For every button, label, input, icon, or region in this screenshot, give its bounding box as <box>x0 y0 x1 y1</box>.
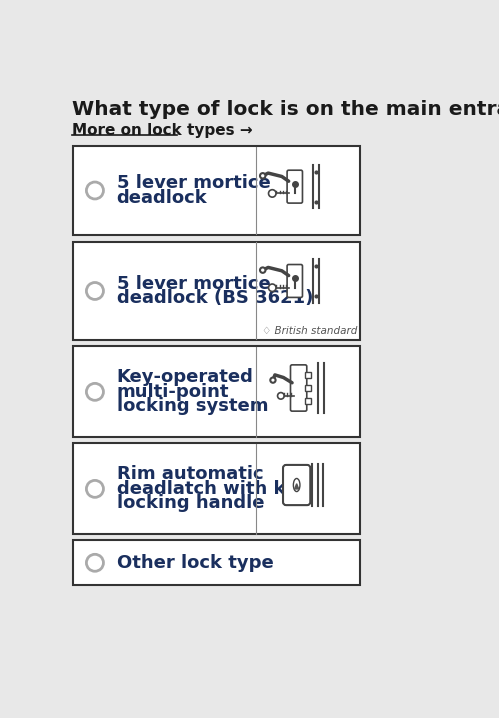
Text: Other lock type: Other lock type <box>117 554 273 572</box>
Text: Key-operated: Key-operated <box>117 368 253 386</box>
FancyBboxPatch shape <box>287 264 302 297</box>
FancyBboxPatch shape <box>305 398 311 404</box>
Text: deadlock (BS 3621): deadlock (BS 3621) <box>117 289 313 307</box>
Circle shape <box>260 173 265 179</box>
Text: What type of lock is on the main entrance?: What type of lock is on the main entranc… <box>72 100 499 118</box>
Text: ♢ British standard: ♢ British standard <box>262 326 358 336</box>
Text: 5 lever mortice: 5 lever mortice <box>117 174 270 192</box>
Text: More on lock types →: More on lock types → <box>72 123 252 138</box>
Ellipse shape <box>293 478 300 492</box>
Text: Rim automatic: Rim automatic <box>117 465 263 483</box>
Circle shape <box>260 267 265 273</box>
Circle shape <box>86 182 103 199</box>
Circle shape <box>277 393 284 399</box>
FancyBboxPatch shape <box>73 242 360 340</box>
FancyBboxPatch shape <box>290 365 307 411</box>
Circle shape <box>86 383 103 401</box>
FancyBboxPatch shape <box>73 146 360 235</box>
FancyBboxPatch shape <box>73 346 360 437</box>
Circle shape <box>86 554 103 572</box>
Circle shape <box>86 282 103 299</box>
Text: locking handle: locking handle <box>117 495 264 513</box>
Circle shape <box>86 480 103 498</box>
Circle shape <box>268 284 276 292</box>
Text: multi-point: multi-point <box>117 383 229 401</box>
Text: deadlatch with key: deadlatch with key <box>117 480 308 498</box>
Text: 5 lever mortice: 5 lever mortice <box>117 275 270 293</box>
Circle shape <box>270 378 275 383</box>
FancyBboxPatch shape <box>283 465 310 505</box>
FancyBboxPatch shape <box>73 541 360 585</box>
Text: locking system: locking system <box>117 398 268 416</box>
Circle shape <box>268 190 276 197</box>
Polygon shape <box>295 484 298 489</box>
FancyBboxPatch shape <box>73 444 360 534</box>
FancyBboxPatch shape <box>287 170 302 203</box>
Text: deadlock: deadlock <box>117 189 208 207</box>
FancyBboxPatch shape <box>305 372 311 378</box>
FancyBboxPatch shape <box>305 385 311 391</box>
